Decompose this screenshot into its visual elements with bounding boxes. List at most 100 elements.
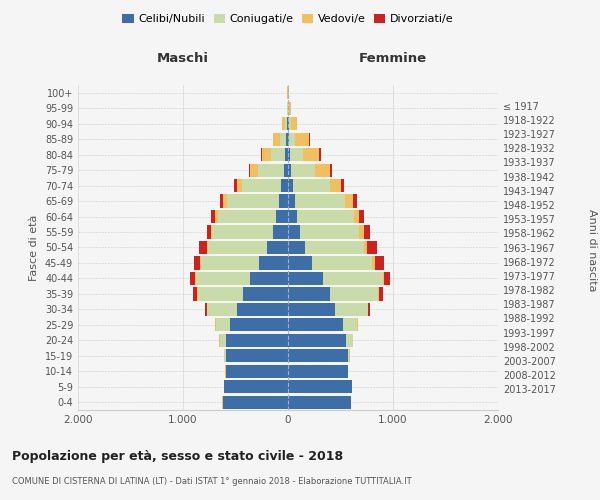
Bar <box>291 117 297 130</box>
Bar <box>288 210 297 223</box>
Bar <box>288 303 335 316</box>
Bar <box>226 350 288 362</box>
Bar <box>274 226 288 238</box>
Bar <box>288 350 348 362</box>
Bar <box>299 226 359 238</box>
Bar <box>374 256 384 270</box>
Bar <box>198 288 243 300</box>
Bar <box>290 148 303 161</box>
Bar <box>271 148 286 161</box>
Text: Maschi: Maschi <box>157 52 209 65</box>
Bar <box>274 132 280 145</box>
Bar <box>284 164 288 176</box>
Bar <box>289 102 291 115</box>
Bar <box>211 210 215 223</box>
Bar <box>190 272 195 285</box>
Bar <box>278 194 288 207</box>
Bar <box>250 164 257 176</box>
Bar <box>224 350 226 362</box>
Bar <box>288 256 312 270</box>
Text: Anni di nascita: Anni di nascita <box>587 209 597 291</box>
Bar <box>330 288 379 300</box>
Bar <box>201 256 259 270</box>
Bar <box>220 334 226 347</box>
Bar <box>316 164 330 176</box>
Bar <box>288 148 290 161</box>
Bar <box>288 334 346 347</box>
Bar <box>305 241 364 254</box>
Bar <box>323 272 383 285</box>
Bar <box>236 303 288 316</box>
Bar <box>248 164 250 176</box>
Bar <box>359 226 364 238</box>
Bar <box>281 179 288 192</box>
Bar <box>288 241 305 254</box>
Bar <box>226 334 288 347</box>
Bar <box>196 272 250 285</box>
Bar <box>218 210 277 223</box>
Bar <box>288 194 295 207</box>
Bar <box>319 148 320 161</box>
Bar <box>364 241 367 254</box>
Bar <box>295 194 345 207</box>
Bar <box>346 334 353 347</box>
Bar <box>206 226 211 238</box>
Bar <box>207 241 208 254</box>
Legend: Celibi/Nubili, Coniugati/e, Vedovi/e, Divorziati/e: Celibi/Nubili, Coniugati/e, Vedovi/e, Di… <box>119 10 457 28</box>
Bar <box>288 179 293 192</box>
Bar <box>223 396 288 409</box>
Bar <box>215 318 230 332</box>
Bar <box>293 179 330 192</box>
Bar <box>288 380 352 394</box>
Bar <box>277 210 288 223</box>
Bar <box>280 132 286 145</box>
Bar <box>226 364 288 378</box>
Bar <box>308 132 310 145</box>
Bar <box>215 210 218 223</box>
Bar <box>236 179 242 192</box>
Bar <box>379 288 383 300</box>
Bar <box>288 288 330 300</box>
Bar <box>288 318 343 332</box>
Bar <box>353 194 357 207</box>
Bar <box>344 194 353 207</box>
Bar <box>367 241 377 254</box>
Bar <box>220 194 223 207</box>
Bar <box>230 318 288 332</box>
Bar <box>284 117 287 130</box>
Bar <box>250 272 288 285</box>
Bar <box>223 194 227 207</box>
Bar <box>259 256 288 270</box>
Y-axis label: Fasce di età: Fasce di età <box>29 214 39 280</box>
Bar <box>353 210 359 223</box>
Text: COMUNE DI CISTERNA DI LATINA (LT) - Dati ISTAT 1° gennaio 2018 - Elaborazione TU: COMUNE DI CISTERNA DI LATINA (LT) - Dati… <box>12 478 412 486</box>
Bar <box>193 288 197 300</box>
Bar <box>335 303 368 316</box>
Bar <box>267 241 288 254</box>
Bar <box>312 256 372 270</box>
Bar <box>227 194 278 207</box>
Bar <box>330 179 341 192</box>
Bar <box>364 226 370 238</box>
Bar <box>288 117 289 130</box>
Bar <box>199 241 207 254</box>
Bar <box>288 226 299 238</box>
Bar <box>288 272 323 285</box>
Bar <box>243 288 288 300</box>
Bar <box>383 272 384 285</box>
Bar <box>288 132 289 145</box>
Bar <box>368 303 370 316</box>
Bar <box>291 164 316 176</box>
Bar <box>286 132 288 145</box>
Bar <box>289 132 295 145</box>
Bar <box>341 179 344 192</box>
Bar <box>286 148 288 161</box>
Bar <box>262 148 271 161</box>
Bar <box>303 148 319 161</box>
Bar <box>359 210 364 223</box>
Bar <box>235 179 236 192</box>
Bar <box>207 303 236 316</box>
Bar <box>372 256 374 270</box>
Bar <box>384 272 391 285</box>
Text: Popolazione per età, sesso e stato civile - 2018: Popolazione per età, sesso e stato civil… <box>12 450 343 463</box>
